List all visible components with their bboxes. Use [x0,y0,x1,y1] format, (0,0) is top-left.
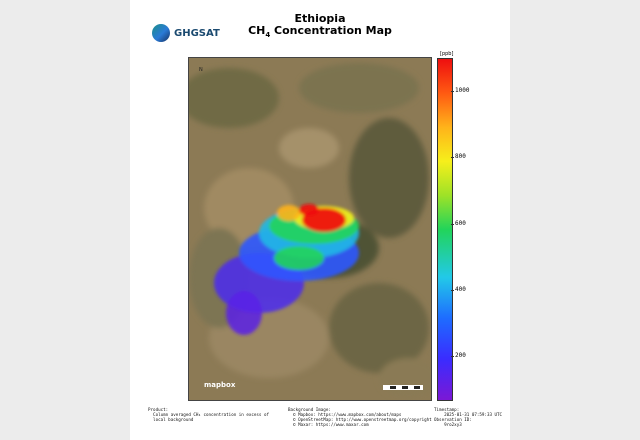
colorbar-tick [451,91,454,93]
colorbar-tick [451,355,454,357]
map-subtitle: CH4 Concentration Map [248,24,392,40]
footer-background: Background Image: © Mapbox: https://www.… [288,407,432,427]
footer-timestamp: Timestamp: 2025-01-31 07:59:33 UTC Obser… [434,407,503,427]
mapbox-logo[interactable]: mapbox [204,381,236,389]
colorbar-tick [451,223,454,225]
scale-bar [383,385,423,390]
methane-plume [214,204,359,335]
globe-icon [152,24,170,42]
colorbar-unit: [ppb] [440,51,454,57]
colorbar-tick [451,157,454,159]
colorbar-tick-label: 600 [455,219,466,227]
colorbar-tick-label: 1000 [455,87,470,95]
brand-name: GHGSAT [174,27,220,39]
colorbar-tick-label: 800 [455,153,466,161]
footer-product: Product: Column averaged CH₄ concentrati… [148,407,270,422]
map-title: Ethiopia [294,12,346,25]
colorbar [437,58,453,401]
colorbar-tick [451,289,454,291]
ghgsat-logo: GHGSAT [152,24,220,42]
colorbar-tick-label: 400 [455,285,466,293]
north-arrow-icon: N [199,67,203,73]
colorbar-tick-label: 200 [455,351,466,359]
map-imagery [189,58,431,400]
satellite-map[interactable] [188,57,432,401]
